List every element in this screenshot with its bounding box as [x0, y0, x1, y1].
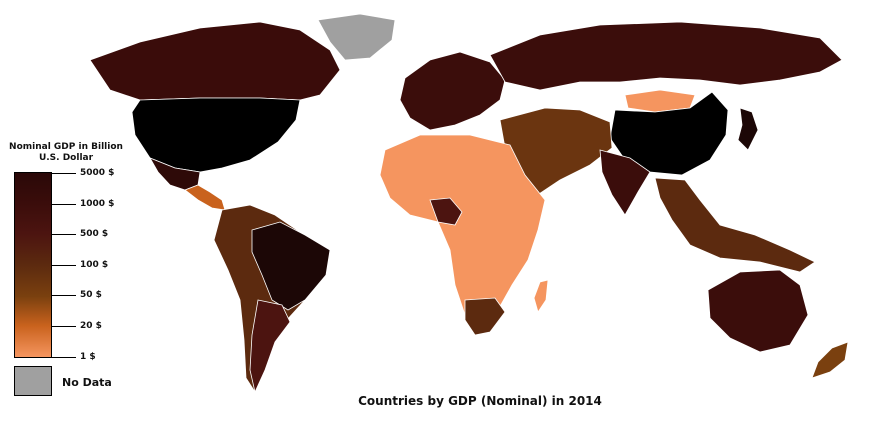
region-europe [399, 51, 506, 131]
legend-tick-label: 1000 $ [80, 199, 115, 209]
legend-color-bar [14, 172, 52, 358]
region-north-america [89, 21, 341, 101]
legend-tick-label: 5000 $ [80, 168, 115, 178]
legend-tick-mark [52, 295, 76, 296]
region-central-america [184, 184, 226, 211]
legend-title: Nominal GDP in Billion U.S. Dollar [8, 142, 124, 164]
no-data-label: No Data [62, 376, 112, 389]
legend-tick-mark [52, 173, 76, 174]
region-japan [737, 107, 759, 151]
legend-tick-label: 100 $ [80, 260, 109, 270]
region-usa [131, 97, 301, 173]
region-russia [489, 21, 843, 91]
map-title: Countries by GDP (Nominal) in 2014 [358, 394, 602, 408]
region-nigeria [429, 197, 463, 226]
region-india [599, 149, 651, 216]
legend-tick-label: 500 $ [80, 229, 109, 239]
region-australia [707, 269, 809, 353]
legend-tick-mark [52, 234, 76, 235]
legend-tick-label: 50 $ [80, 290, 102, 300]
legend-title-line2: U.S. Dollar [38, 153, 94, 163]
no-data-swatch [14, 366, 52, 396]
region-argentina [249, 299, 291, 394]
region-south-africa [464, 297, 506, 336]
legend-tick-mark [52, 326, 76, 327]
region-southeast-asia [654, 177, 816, 273]
region-brazil [251, 221, 331, 311]
legend-tick-mark [52, 265, 76, 266]
legend-tick-label: 1 $ [80, 352, 96, 362]
region-greenland [317, 13, 396, 61]
legend-tick-mark [52, 357, 76, 358]
legend-tick-mark [52, 204, 76, 205]
legend-tick-label: 20 $ [80, 321, 102, 331]
legend-title-line1: Nominal GDP in Billion [9, 142, 123, 152]
region-madagascar [533, 279, 549, 313]
region-new-zealand [811, 341, 849, 379]
